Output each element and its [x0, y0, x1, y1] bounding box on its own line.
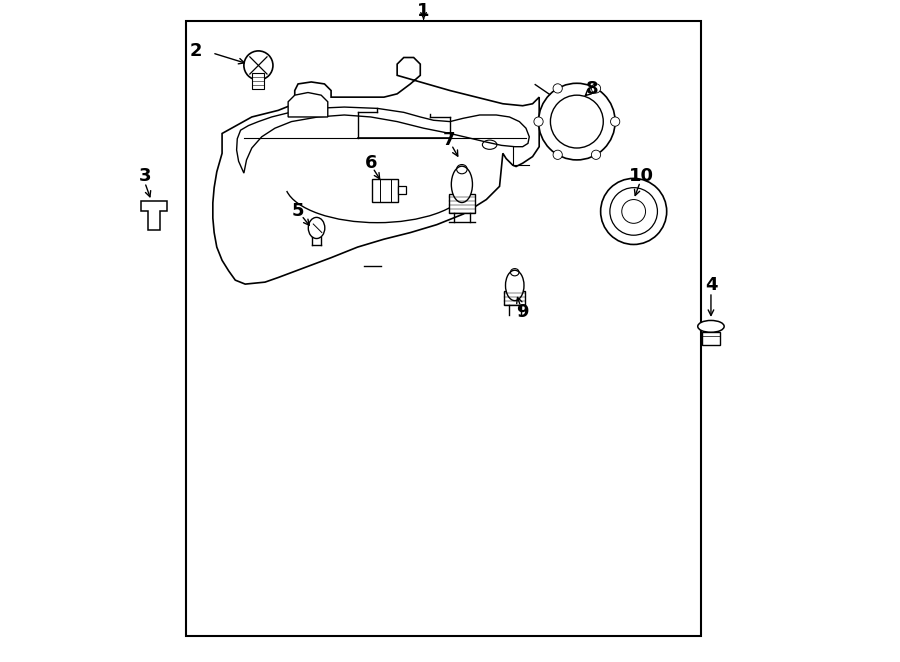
Bar — [504, 291, 526, 305]
Text: 1: 1 — [418, 2, 430, 21]
Text: 7: 7 — [443, 131, 454, 149]
Text: 3: 3 — [139, 167, 151, 185]
Text: 10: 10 — [629, 167, 654, 185]
Circle shape — [244, 51, 273, 80]
Ellipse shape — [309, 217, 325, 238]
Polygon shape — [237, 107, 529, 173]
Polygon shape — [288, 93, 328, 117]
Circle shape — [591, 150, 600, 160]
Text: 4: 4 — [705, 277, 717, 295]
Circle shape — [610, 117, 620, 126]
Circle shape — [551, 95, 603, 148]
Ellipse shape — [451, 166, 472, 203]
Text: 5: 5 — [292, 202, 304, 220]
Ellipse shape — [506, 270, 524, 301]
Text: 2: 2 — [189, 42, 202, 60]
Text: 6: 6 — [364, 154, 377, 172]
Polygon shape — [140, 201, 167, 230]
FancyBboxPatch shape — [185, 21, 701, 636]
Bar — [399, 185, 407, 193]
Bar — [372, 179, 399, 201]
Text: 8: 8 — [586, 79, 598, 97]
Circle shape — [554, 84, 562, 93]
Circle shape — [600, 178, 667, 244]
Circle shape — [610, 187, 657, 235]
Circle shape — [538, 83, 616, 160]
Circle shape — [554, 150, 562, 160]
Bar — [702, 332, 719, 345]
Bar — [253, 73, 265, 89]
Circle shape — [622, 199, 645, 223]
Polygon shape — [212, 58, 539, 284]
Circle shape — [534, 117, 544, 126]
Bar — [449, 194, 475, 213]
Ellipse shape — [698, 320, 724, 332]
Text: 9: 9 — [517, 303, 529, 321]
Circle shape — [591, 84, 600, 93]
